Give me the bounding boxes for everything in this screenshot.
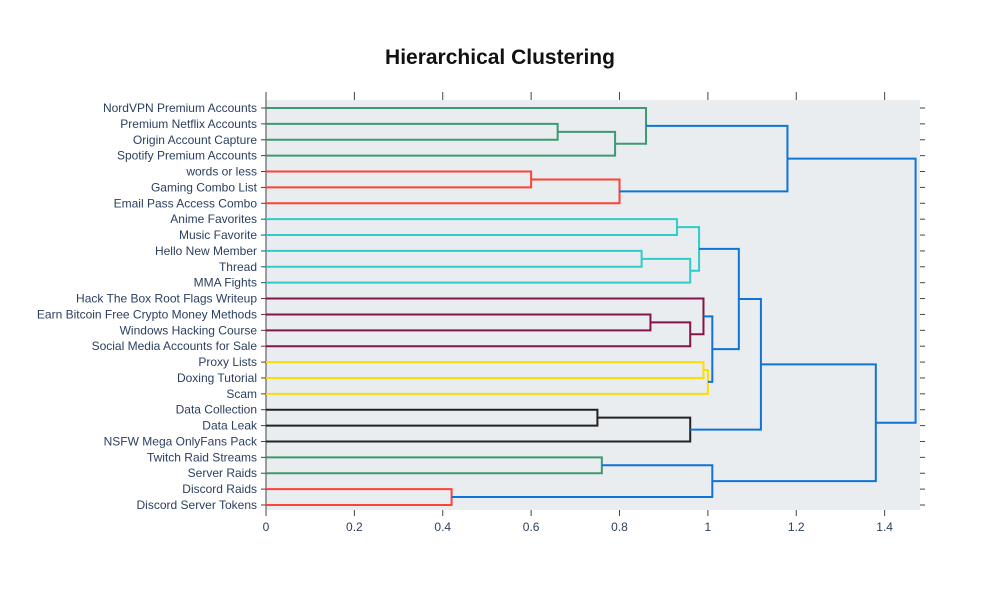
- dendrogram-links: [266, 107, 917, 506]
- leaf-label: NordVPN Premium Accounts: [103, 101, 257, 115]
- x-tick-label: 0.8: [611, 520, 628, 534]
- leaf-label: Discord Server Tokens: [137, 498, 258, 512]
- leaf-label: NSFW Mega OnlyFans Pack: [104, 434, 258, 448]
- dendrogram-link: [619, 124, 789, 193]
- leaf-label: Doxing Tutorial: [177, 371, 257, 385]
- x-tick-label: 1: [705, 520, 712, 534]
- leaf-label: Thread: [219, 260, 257, 274]
- dendrogram-link: [699, 247, 740, 351]
- x-tick-label: 0.6: [523, 520, 540, 534]
- leaf-label: Server Raids: [188, 466, 257, 480]
- leaf-label: Email Pass Access Combo: [114, 196, 258, 210]
- leaf-label: Premium Netflix Accounts: [120, 117, 257, 131]
- x-tick-label: 0.2: [346, 520, 363, 534]
- leaf-label: Music Favorite: [179, 228, 257, 242]
- leaf-label: Twitch Raid Streams: [147, 450, 257, 464]
- leaf-label: Data Leak: [202, 419, 258, 433]
- dendrogram-link: [266, 218, 678, 237]
- dendrogram-link: [266, 416, 692, 443]
- leaf-label: Windows Hacking Course: [120, 323, 258, 337]
- leaf-label: Proxy Lists: [198, 355, 257, 369]
- leaf-label: Discord Raids: [182, 482, 257, 496]
- leaf-label: Gaming Combo List: [151, 180, 258, 194]
- leaf-label: MMA Fights: [194, 276, 257, 290]
- leaf-labels: NordVPN Premium Accounts Premium Netflix …: [37, 101, 258, 512]
- leaf-label: Origin Account Capture: [133, 133, 257, 147]
- dendrogram-link: [266, 170, 533, 189]
- dendrogram-link: [266, 321, 692, 348]
- x-tick-label: 1.2: [788, 520, 805, 534]
- leaf-label: Spotify Premium Accounts: [117, 149, 257, 163]
- x-tick-label: 0.4: [434, 520, 451, 534]
- leaf-label: Scam: [226, 387, 257, 401]
- leaf-label: Hello New Member: [155, 244, 257, 258]
- dendrogram-link: [266, 107, 648, 145]
- dendrogram-link: [266, 257, 692, 284]
- plot-background: [266, 100, 920, 510]
- dendrogram-link: [676, 226, 701, 272]
- leaf-label: Data Collection: [176, 403, 257, 417]
- x-tick-label: 0: [263, 520, 270, 534]
- leaf-label: Social Media Accounts for Sale: [92, 339, 258, 353]
- x-tick-label: 1.4: [876, 520, 893, 534]
- dendrogram-link: [266, 178, 621, 205]
- leaf-label: Earn Bitcoin Free Crypto Money Methods: [37, 307, 257, 321]
- dendrogram-link: [787, 157, 917, 424]
- leaf-label: Hack The Box Root Flags Writeup: [76, 292, 257, 306]
- leaf-label: words or less: [185, 165, 257, 179]
- dendrogram-link: [266, 249, 643, 268]
- leaf-label: Anime Favorites: [170, 212, 257, 226]
- chart-title: Hierarchical Clustering: [385, 46, 615, 69]
